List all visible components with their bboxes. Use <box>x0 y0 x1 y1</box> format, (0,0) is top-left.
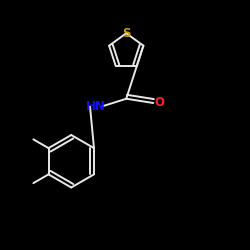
Text: HN: HN <box>86 100 106 113</box>
Text: O: O <box>154 96 164 110</box>
Text: S: S <box>122 27 130 40</box>
